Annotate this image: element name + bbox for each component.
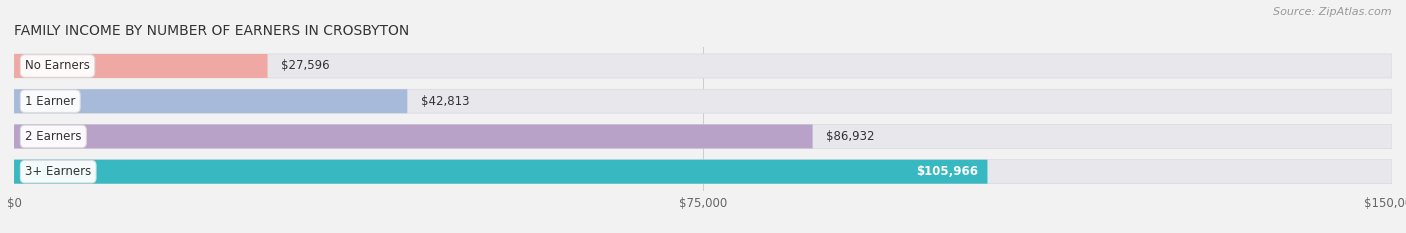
FancyBboxPatch shape — [14, 160, 1392, 184]
FancyBboxPatch shape — [14, 54, 1392, 78]
Text: 1 Earner: 1 Earner — [25, 95, 76, 108]
FancyBboxPatch shape — [14, 89, 1392, 113]
Text: $27,596: $27,596 — [281, 59, 330, 72]
Text: 3+ Earners: 3+ Earners — [25, 165, 91, 178]
Text: $42,813: $42,813 — [422, 95, 470, 108]
Text: $86,932: $86,932 — [827, 130, 875, 143]
Text: FAMILY INCOME BY NUMBER OF EARNERS IN CROSBYTON: FAMILY INCOME BY NUMBER OF EARNERS IN CR… — [14, 24, 409, 38]
FancyBboxPatch shape — [14, 160, 987, 184]
FancyBboxPatch shape — [14, 54, 267, 78]
Text: 2 Earners: 2 Earners — [25, 130, 82, 143]
Text: $105,966: $105,966 — [917, 165, 979, 178]
FancyBboxPatch shape — [14, 124, 1392, 148]
FancyBboxPatch shape — [14, 89, 408, 113]
Text: No Earners: No Earners — [25, 59, 90, 72]
FancyBboxPatch shape — [14, 124, 813, 148]
Text: Source: ZipAtlas.com: Source: ZipAtlas.com — [1274, 7, 1392, 17]
